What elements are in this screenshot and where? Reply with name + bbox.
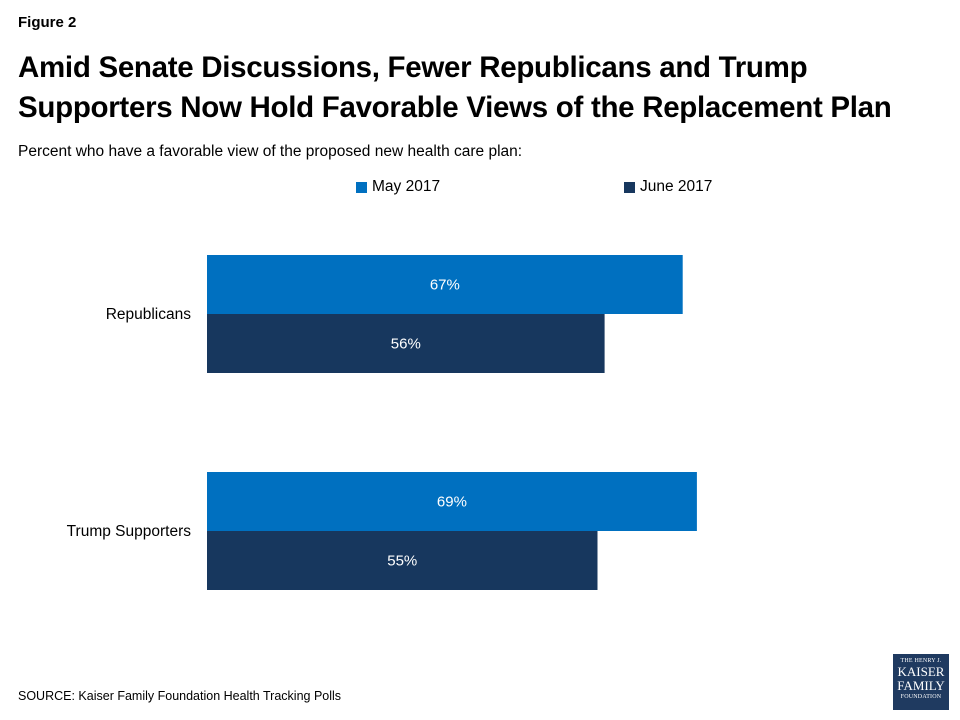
chart-legend: May 2017 June 2017 [0, 178, 960, 200]
logo-line-2: KAISER [897, 664, 945, 679]
bar-june-1 [207, 531, 598, 590]
category-label-0: Republicans [106, 306, 192, 323]
legend-item-may: May 2017 [356, 178, 440, 196]
logo-line-3: FAMILY [897, 678, 945, 693]
bar-june-0 [207, 314, 605, 373]
category-label-1: Trump Supporters [67, 523, 192, 540]
chart-subtitle: Percent who have a favorable view of the… [18, 143, 523, 160]
logo-line-4: FOUNDATION [900, 694, 942, 700]
legend-item-june: June 2017 [624, 178, 712, 196]
legend-label-may: May 2017 [372, 178, 441, 195]
data-label-june-1: 55% [387, 553, 417, 570]
data-label-may-1: 69% [437, 494, 467, 511]
kff-logo: THE HENRY J. KAISER FAMILY FOUNDATION [893, 654, 949, 710]
figure-label: Figure 2 [18, 14, 77, 31]
legend-swatch-may [356, 181, 367, 193]
data-label-june-0: 56% [391, 336, 421, 353]
bar-may-0 [207, 255, 683, 314]
legend-label-june: June 2017 [640, 178, 713, 195]
logo-line-1: THE HENRY J. [900, 658, 942, 664]
data-label-may-0: 67% [430, 277, 460, 294]
source-note: SOURCE: Kaiser Family Foundation Health … [18, 689, 342, 703]
chart-title: Amid Senate Discussions, Fewer Republica… [18, 51, 892, 124]
bar-may-1 [207, 472, 697, 531]
legend-swatch-june [624, 181, 635, 193]
